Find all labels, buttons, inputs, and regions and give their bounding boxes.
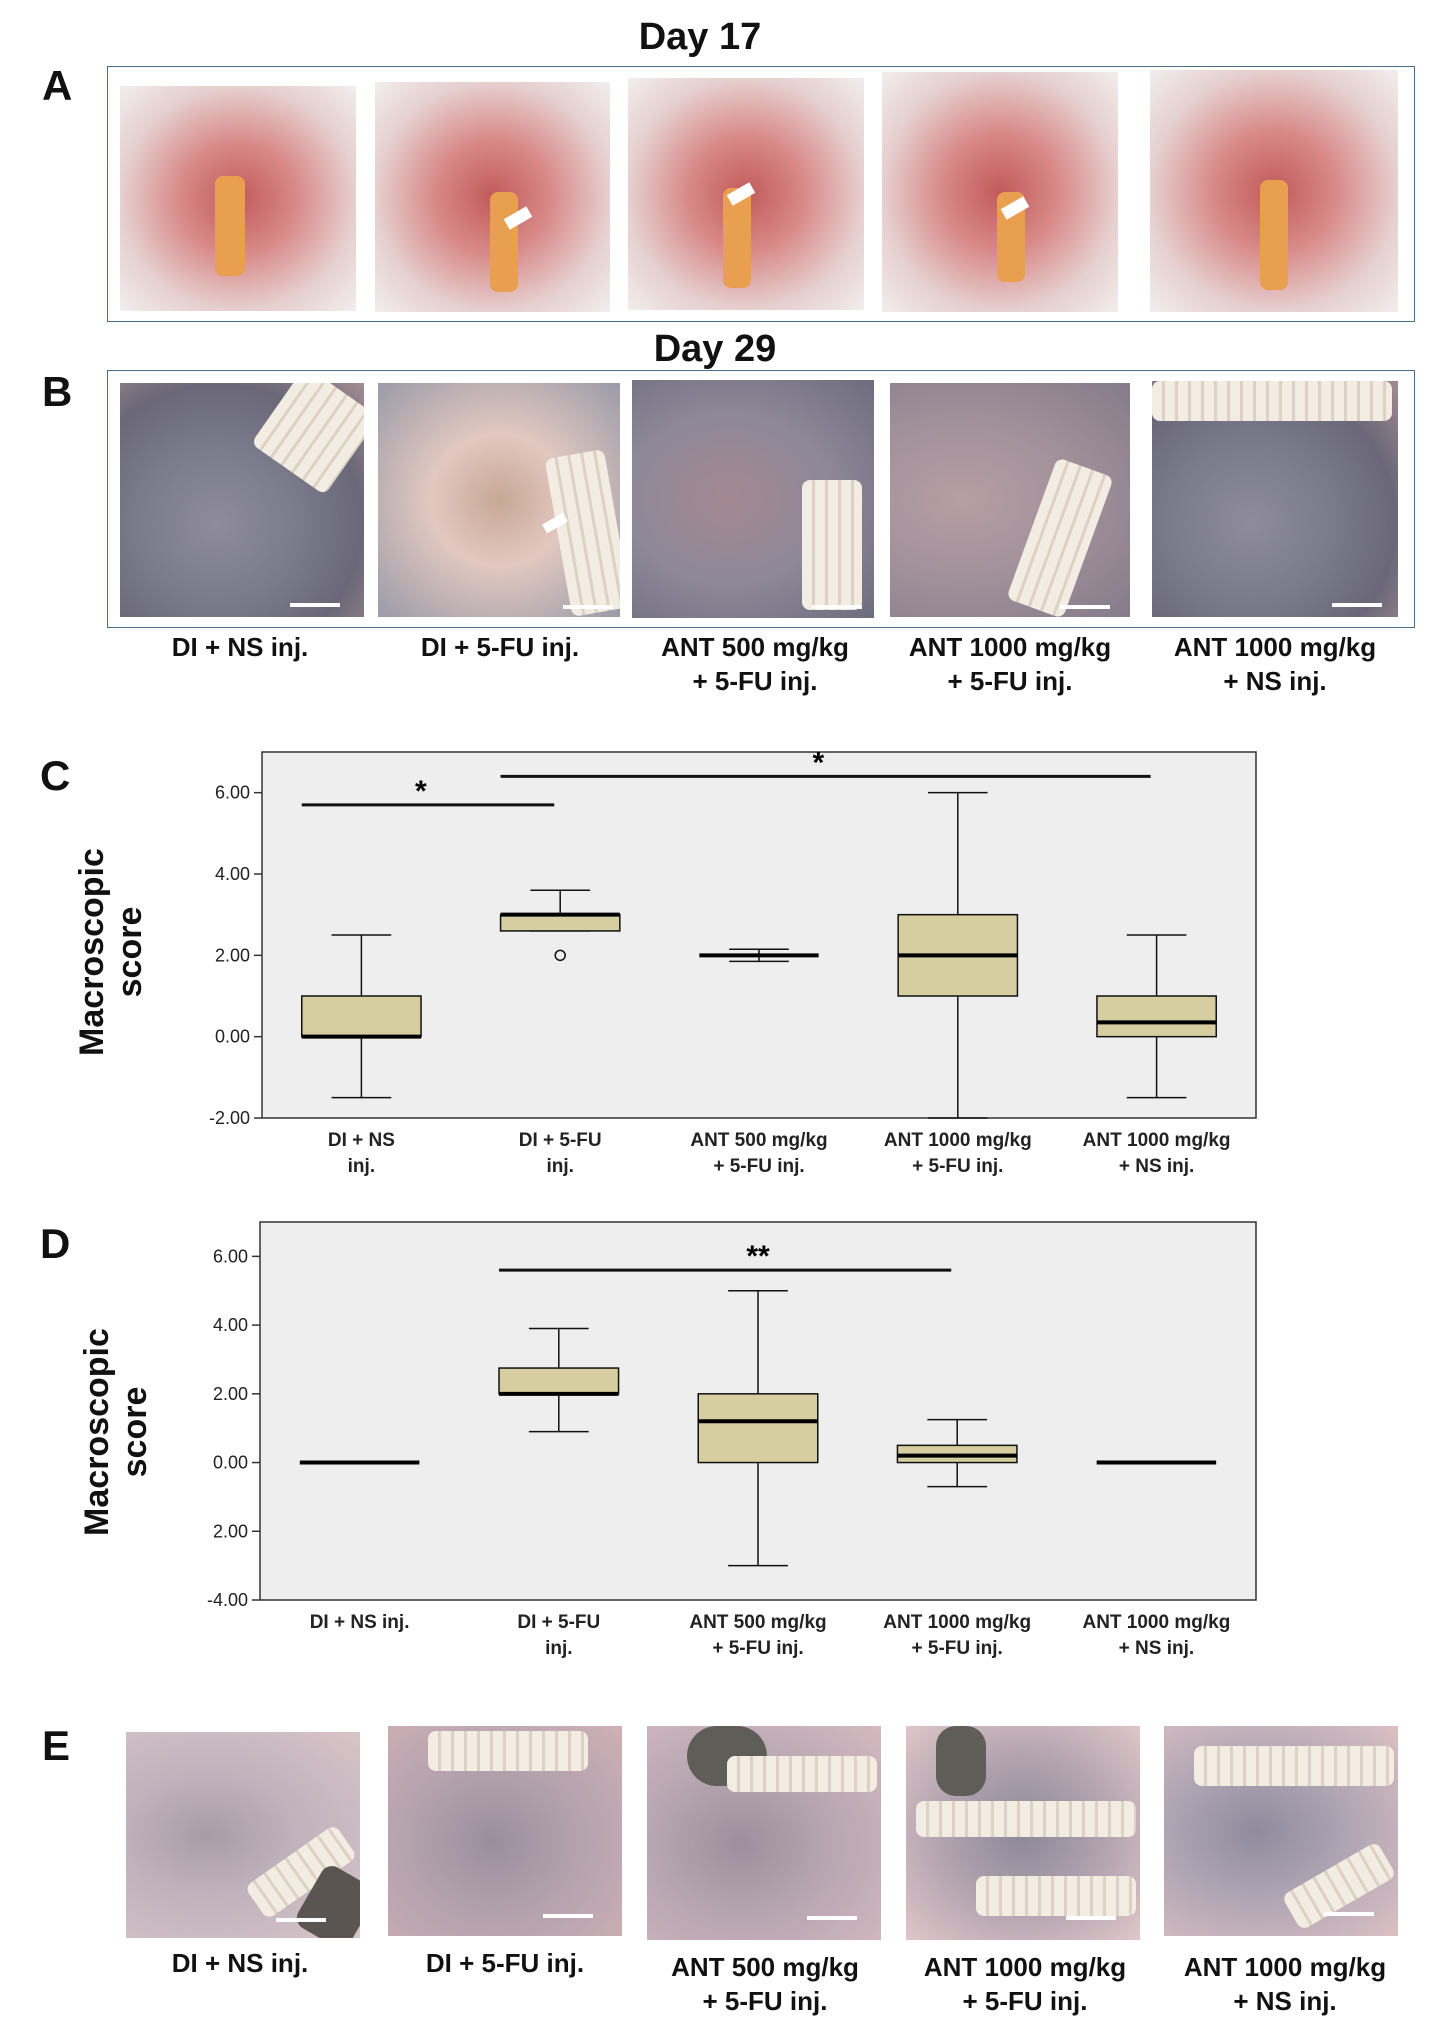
y-tick-label: -4.00 xyxy=(207,1590,248,1610)
y-tick-label: 2.00 xyxy=(213,1521,248,1541)
y-tick-label: 6.00 xyxy=(213,1246,248,1266)
plot-area xyxy=(261,751,1257,1119)
panel-b-photo-5 xyxy=(1152,381,1398,617)
significance-label: ** xyxy=(746,1240,770,1273)
panel-e-photo-3 xyxy=(647,1726,881,1940)
x-category-label: DI + 5-FU inj. xyxy=(517,1612,601,1659)
panel-e-letter: E xyxy=(42,1722,71,1769)
panel-a-title: Day 17 xyxy=(638,16,762,58)
x-category-label: ANT 500 mg/kg + 5-FU inj. xyxy=(689,1612,827,1659)
panel-e-photo-5 xyxy=(1164,1726,1398,1936)
x-category-label: DI + 5-FU inj. xyxy=(518,1130,602,1177)
box-iqr xyxy=(498,1367,620,1395)
x-category-label: ANT 1000 mg/kg + NS inj. xyxy=(1082,1612,1231,1659)
y-tick-label: 0.00 xyxy=(213,1453,248,1473)
panel-d-letter: D xyxy=(40,1220,71,1267)
y-tick-label: 4.00 xyxy=(215,864,250,884)
x-category-label: ANT 500 mg/kg + 5-FU inj. xyxy=(690,1130,828,1177)
y-tick-label: 4.00 xyxy=(213,1315,248,1335)
y-tick-label: 6.00 xyxy=(215,783,250,803)
panel-b-photo-1 xyxy=(120,383,364,617)
panel-c-chart: -2.00 0.00 2.00 4.00 6.00 * * xyxy=(209,746,1257,1128)
panel-d-chart: -4.00 2.00 0.00 2.00 4.00 6.00 ** xyxy=(207,1221,1257,1610)
panel-b-label-3: ANT 500 mg/kg + 5-FU inj. xyxy=(661,632,849,696)
panel-b-photo-3 xyxy=(632,380,874,618)
y-tick-label: 2.00 xyxy=(213,1384,248,1404)
box-iqr xyxy=(697,1393,819,1464)
panel-b-label-4: ANT 1000 mg/kg + 5-FU inj. xyxy=(908,632,1112,696)
panel-e-photo-2 xyxy=(388,1726,622,1936)
panel-b-photo-2 xyxy=(378,383,620,617)
y-tick-label: 2.00 xyxy=(215,945,250,965)
panel-e-label-5: ANT 1000 mg/kg + NS inj. xyxy=(1183,1952,1387,2016)
x-category-label: ANT 1000 mg/kg + 5-FU inj. xyxy=(883,1130,1032,1177)
x-category-label: DI + NS inj. xyxy=(327,1130,395,1177)
x-category-label: DI + NS inj. xyxy=(309,1612,410,1633)
panel-a-photo-2 xyxy=(375,82,610,312)
outlier-point xyxy=(554,949,566,962)
panel-e-label-3: ANT 500 mg/kg + 5-FU inj. xyxy=(671,1952,859,2016)
panel-b-title: Day 29 xyxy=(653,328,777,370)
panel-a-photo-3 xyxy=(628,78,864,310)
panel-b-photo-4 xyxy=(890,383,1130,617)
panel-a-photo-4 xyxy=(882,72,1118,312)
panel-b-label-1: DI + NS inj. xyxy=(171,632,309,662)
box-iqr xyxy=(1096,995,1217,1038)
panel-e-label-4: ANT 1000 mg/kg + 5-FU inj. xyxy=(923,1952,1127,2016)
x-category-label: ANT 1000 mg/kg + 5-FU inj. xyxy=(883,1612,1032,1659)
panel-a-letter: A xyxy=(42,62,73,109)
panel-e-photo-1 xyxy=(126,1732,360,1938)
significance-label: * xyxy=(415,775,427,808)
x-category-label: ANT 1000 mg/kg + NS inj. xyxy=(1082,1130,1231,1177)
panel-b-label-2: DI + 5-FU inj. xyxy=(420,632,580,662)
panel-c-letter: C xyxy=(40,752,71,799)
panel-a-frame xyxy=(107,66,1415,322)
panel-a-photo-1 xyxy=(120,86,356,311)
y-tick-label: -2.00 xyxy=(209,1108,250,1128)
significance-label: * xyxy=(813,746,825,779)
panel-e-label-1: DI + NS inj. xyxy=(171,1948,309,1978)
panel-e-label-2: DI + 5-FU inj. xyxy=(425,1948,585,1978)
box-iqr xyxy=(301,995,422,1038)
panel-b-label-5: ANT 1000 mg/kg + NS inj. xyxy=(1173,632,1377,696)
panel-b-letter: B xyxy=(42,368,73,415)
y-tick-label: 0.00 xyxy=(215,1027,250,1047)
panel-e-photo-4 xyxy=(906,1726,1140,1940)
panel-b-frame xyxy=(107,370,1415,628)
panel-a-photo-5 xyxy=(1150,70,1398,312)
